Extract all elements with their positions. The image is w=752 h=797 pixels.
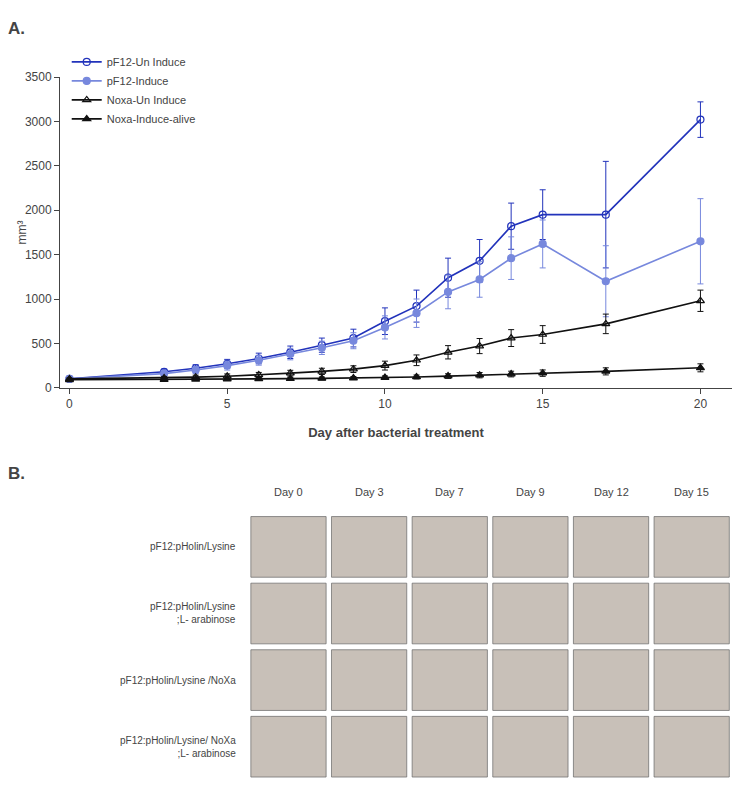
svg-text:Day 9: Day 9: [516, 486, 545, 498]
svg-text:10: 10: [378, 397, 392, 411]
svg-text:A.: A.: [8, 19, 25, 38]
svg-text:pF12-Induce: pF12-Induce: [107, 75, 169, 87]
svg-text:15: 15: [536, 397, 550, 411]
svg-text:2500: 2500: [25, 159, 52, 173]
svg-text:Noxa-Un Induce: Noxa-Un Induce: [107, 94, 187, 106]
svg-text:Noxa-Induce-alive: Noxa-Induce-alive: [107, 113, 196, 125]
svg-text:3500: 3500: [25, 70, 52, 84]
svg-text:mm³: mm³: [15, 220, 29, 244]
svg-text:2000: 2000: [25, 203, 52, 217]
svg-text:0: 0: [66, 397, 73, 411]
svg-text:Day after bacterial treatment: Day after bacterial treatment: [308, 425, 484, 440]
svg-text:pF12-Un Induce: pF12-Un Induce: [107, 56, 186, 68]
svg-text:pF12:pHolin/Lysine;L- arabinos: pF12:pHolin/Lysine;L- arabinose: [150, 601, 236, 625]
svg-text:pF12:pHolin/Lysine /NoXa: pF12:pHolin/Lysine /NoXa: [120, 675, 236, 686]
svg-text:5: 5: [224, 397, 231, 411]
svg-text:3000: 3000: [25, 115, 52, 129]
svg-text:pF12:pHolin/Lysine: pF12:pHolin/Lysine: [150, 541, 236, 552]
svg-text:1500: 1500: [25, 248, 52, 262]
svg-text:Day 3: Day 3: [355, 486, 384, 498]
svg-text:1000: 1000: [25, 292, 52, 306]
svg-text:Day 7: Day 7: [435, 486, 464, 498]
svg-text:0: 0: [45, 381, 52, 395]
svg-text:500: 500: [32, 337, 52, 351]
svg-text:Day 0: Day 0: [274, 486, 303, 498]
svg-text:20: 20: [694, 397, 708, 411]
svg-text:pF12:pHolin/Lysine/ NoXa;L- ar: pF12:pHolin/Lysine/ NoXa;L- arabinose: [120, 735, 236, 759]
svg-text:B.: B.: [8, 464, 25, 483]
svg-text:Day 12: Day 12: [594, 486, 629, 498]
svg-text:Day 15: Day 15: [674, 486, 709, 498]
